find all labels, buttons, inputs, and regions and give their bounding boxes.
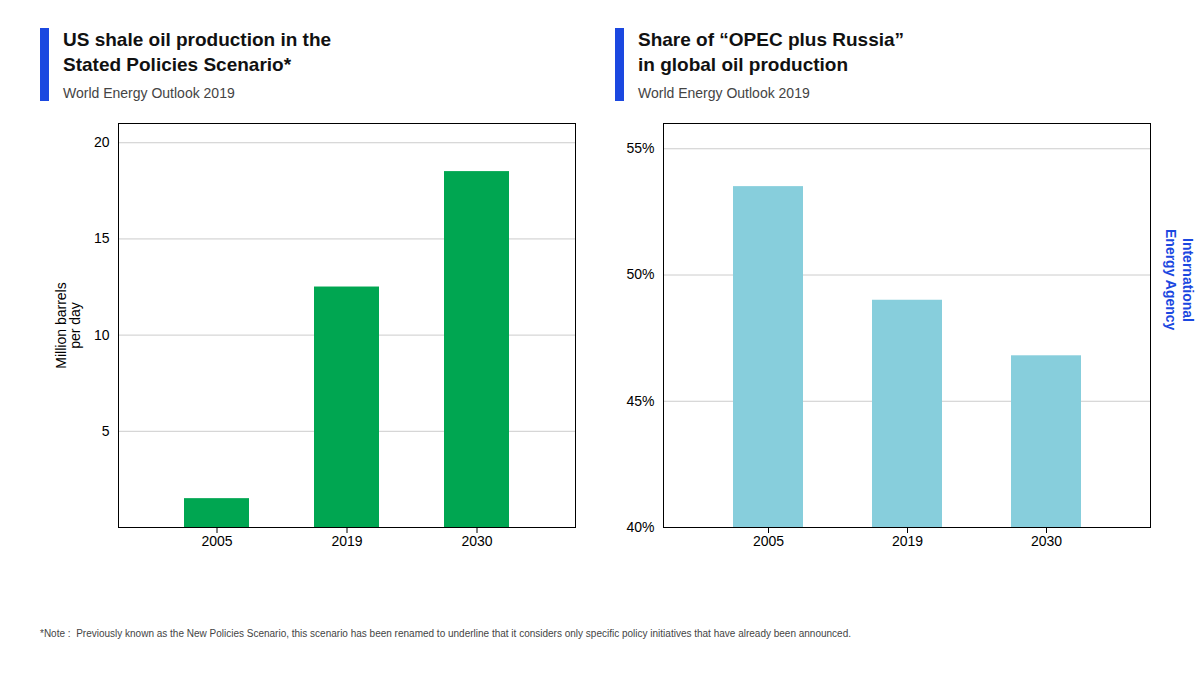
svg-text:2019: 2019	[331, 534, 362, 550]
svg-text:2030: 2030	[1031, 534, 1062, 550]
svg-text:2030: 2030	[461, 534, 492, 550]
svg-text:45%: 45%	[626, 393, 654, 409]
html-text:*Note : Previously known as th: *Note : Previously known as the New Poli…	[40, 628, 851, 639]
svg-text:5: 5	[102, 423, 110, 439]
svg-text:Million barrelsper day: Million barrelsper day	[53, 283, 83, 369]
html-text:World Energy Outlook 2019: World Energy Outlook 2019	[638, 85, 810, 102]
svg-text:40%: 40%	[626, 519, 654, 535]
svg-text:2005: 2005	[753, 534, 784, 550]
svg-text:2005: 2005	[201, 534, 232, 550]
html-text:US shale oil production in the: US shale oil production in the Stated Po…	[63, 29, 332, 75]
svg-text:55%: 55%	[626, 141, 654, 157]
svg-text:50%: 50%	[626, 267, 654, 283]
html-text:World Energy Outlook 2019: World Energy Outlook 2019	[63, 85, 235, 102]
html-text:Share of “OPEC plus Russia” in: Share of “OPEC plus Russia” in global oi…	[638, 29, 905, 75]
svg-text:20: 20	[94, 135, 110, 151]
svg-text:2019: 2019	[892, 534, 923, 550]
html-text:International Energy Agency: International Energy Agency	[1163, 229, 1196, 331]
svg-text:10: 10	[94, 327, 110, 343]
svg-text:15: 15	[94, 231, 110, 247]
